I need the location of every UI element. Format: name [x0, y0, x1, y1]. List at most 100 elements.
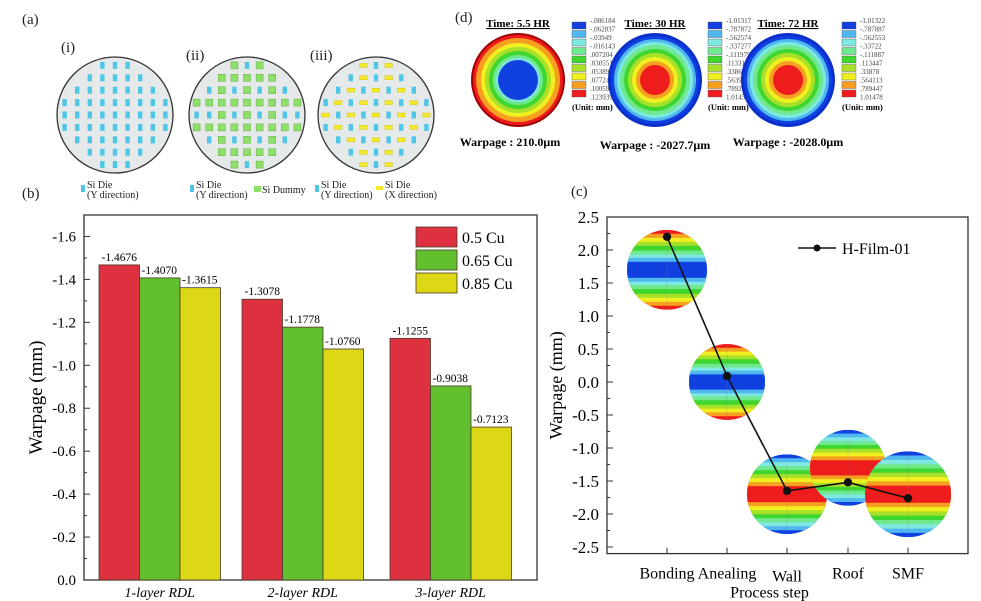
die-y — [100, 161, 105, 169]
legend-wafer-i: Si Die (Y direction) — [81, 181, 139, 201]
data-point — [662, 232, 672, 241]
die-y — [87, 74, 92, 82]
dummy-die — [268, 148, 276, 156]
scale-swatch — [841, 89, 857, 98]
die-y — [373, 161, 379, 169]
scale-swatch — [841, 81, 857, 89]
die-x — [346, 137, 355, 143]
dummy-die — [268, 111, 276, 119]
scale-value: .789212 — [726, 85, 749, 93]
die-y — [386, 136, 391, 144]
y-tick-label: -2.5 — [572, 538, 599, 557]
legend-text: (Y direction) — [321, 190, 373, 201]
legend-marker — [813, 244, 821, 252]
scale-swatch — [841, 72, 857, 81]
die-x — [409, 100, 418, 105]
scale-swatch — [571, 55, 587, 64]
die-x — [384, 125, 393, 130]
x-category-label: 2-layer RDL — [268, 586, 339, 601]
y-tick-label: 2.0 — [578, 241, 599, 260]
die-y — [138, 86, 143, 94]
scale-swatch — [707, 72, 723, 81]
dummy-die — [218, 136, 226, 144]
die-x — [397, 137, 406, 143]
die-y — [125, 74, 130, 82]
die-y — [100, 61, 105, 69]
scale-value: .113447 — [860, 60, 883, 68]
die-y — [75, 111, 80, 119]
scale-value: -.337277 — [726, 43, 752, 51]
die-x — [359, 162, 368, 167]
wafer-ii-label: (ii) — [186, 48, 205, 64]
scale-unit: (Unit: mm) — [572, 102, 613, 112]
legend-text: Si Die — [385, 180, 411, 191]
dummy-die — [243, 98, 251, 107]
die-y — [138, 74, 143, 82]
die-y — [75, 136, 80, 144]
warpage-value: Warpage : -2027.7μm — [600, 138, 710, 152]
die-y — [244, 161, 250, 169]
bar — [139, 277, 181, 581]
warpage-value: Warpage : 210.0μm — [460, 135, 560, 149]
data-point — [722, 371, 732, 381]
scale-value: -.086184 — [590, 17, 616, 25]
die-y — [336, 136, 341, 144]
panel-b-label: (b) — [22, 186, 40, 202]
die-y — [411, 86, 416, 94]
data-point — [843, 478, 853, 487]
dummy-die — [243, 148, 251, 156]
y-tick-label: -1.4 — [52, 272, 76, 288]
die-x — [384, 162, 393, 167]
dummy-die — [205, 123, 213, 132]
scale-swatch — [841, 55, 857, 64]
scale-value: -.562574 — [726, 34, 752, 42]
die-y — [138, 99, 143, 107]
dummy-die — [218, 86, 226, 94]
die-y — [257, 111, 262, 119]
scale-swatch — [571, 64, 587, 72]
dummy-die — [230, 74, 239, 82]
dummy-die — [268, 123, 276, 132]
die-x — [359, 63, 368, 68]
scale-swatch — [841, 30, 857, 38]
die-y — [150, 111, 155, 119]
die-y — [336, 86, 341, 94]
scale-value: -.33722 — [860, 43, 882, 51]
dummy-die — [255, 74, 264, 82]
scale-swatch — [707, 47, 723, 55]
die-y — [75, 123, 80, 131]
y-tick-label: -0.8 — [52, 401, 76, 417]
dummy-die — [281, 123, 289, 132]
die-y — [257, 86, 262, 94]
dummy-die — [243, 86, 251, 94]
legend-text: Si Die — [196, 180, 222, 191]
die-y — [62, 123, 67, 131]
die-x-swatch — [376, 186, 383, 190]
contour-ring — [773, 65, 803, 95]
scale-swatch — [707, 89, 723, 98]
wafer-ii — [188, 56, 306, 174]
die-y — [373, 61, 379, 69]
dummy-die — [218, 148, 226, 156]
die-y — [232, 136, 237, 144]
die-y — [295, 111, 300, 119]
die-y — [244, 61, 250, 69]
y-tick-label: -0.2 — [52, 530, 76, 546]
bar — [98, 264, 140, 581]
legend-swatch — [415, 249, 458, 271]
bar — [241, 298, 283, 581]
bar-value-label: -1.3615 — [182, 275, 218, 287]
die-y — [323, 123, 328, 131]
die-y — [112, 111, 118, 119]
die-y — [163, 111, 168, 119]
scale-value: -1.01317 — [726, 17, 752, 25]
die-y — [112, 99, 118, 107]
die-y — [399, 123, 404, 131]
dummy-die — [205, 98, 213, 107]
scale-value: -.03949 — [590, 34, 612, 42]
y-tick-label: -1.2 — [52, 315, 76, 331]
inset-sphere — [865, 451, 951, 538]
bar — [470, 426, 512, 581]
die-y — [125, 61, 130, 69]
legend-swatch — [415, 272, 458, 294]
